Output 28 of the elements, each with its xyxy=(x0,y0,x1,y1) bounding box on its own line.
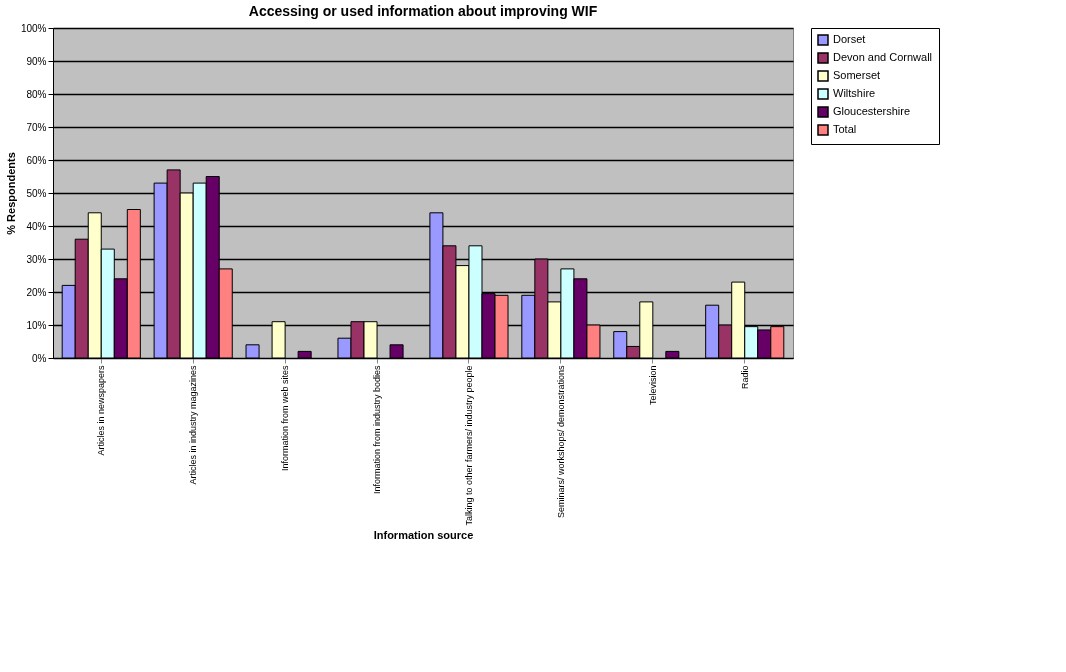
x-axis-title: Information source xyxy=(373,528,474,541)
legend-label: Total xyxy=(833,123,857,135)
y-tick-label: 0% xyxy=(32,352,47,364)
y-tick-label: 70% xyxy=(26,121,47,133)
y-tick-label: 80% xyxy=(26,88,47,100)
x-tick-label: Information from industry bodies xyxy=(372,365,383,495)
legend-label: Somerset xyxy=(833,69,881,81)
y-tick-label: 40% xyxy=(26,220,47,232)
legend-label: Devon and Cornwall xyxy=(833,51,933,63)
y-tick-label: 60% xyxy=(26,154,47,166)
x-tick-label: Radio xyxy=(739,365,750,390)
y-tick-label: 20% xyxy=(26,286,47,298)
y-tick-label: 10% xyxy=(26,319,47,331)
x-tick-label: Talking to other farmers/ industry people xyxy=(463,365,474,526)
legend-label: Gloucestershire xyxy=(833,105,911,117)
legend-label: Wiltshire xyxy=(833,87,876,99)
x-tick-label: Information from web sites xyxy=(280,365,291,472)
x-tick-label: Articles in newspapers xyxy=(96,365,107,456)
y-tick-label: 100% xyxy=(20,22,47,34)
y-tick-label: 50% xyxy=(26,187,47,199)
y-axis-title: % Respondents xyxy=(4,152,17,235)
x-tick-label: Seminars/ workshops/ demonstrations xyxy=(555,365,566,519)
x-tick-label: Articles in industry magazines xyxy=(188,365,199,485)
legend-label: Dorset xyxy=(833,33,866,45)
y-tick-label: 30% xyxy=(26,253,47,265)
chart-title: Accessing or used information about improving WIF xyxy=(248,3,598,19)
x-tick-label: Television xyxy=(647,365,658,406)
y-tick-label: 90% xyxy=(26,55,47,67)
